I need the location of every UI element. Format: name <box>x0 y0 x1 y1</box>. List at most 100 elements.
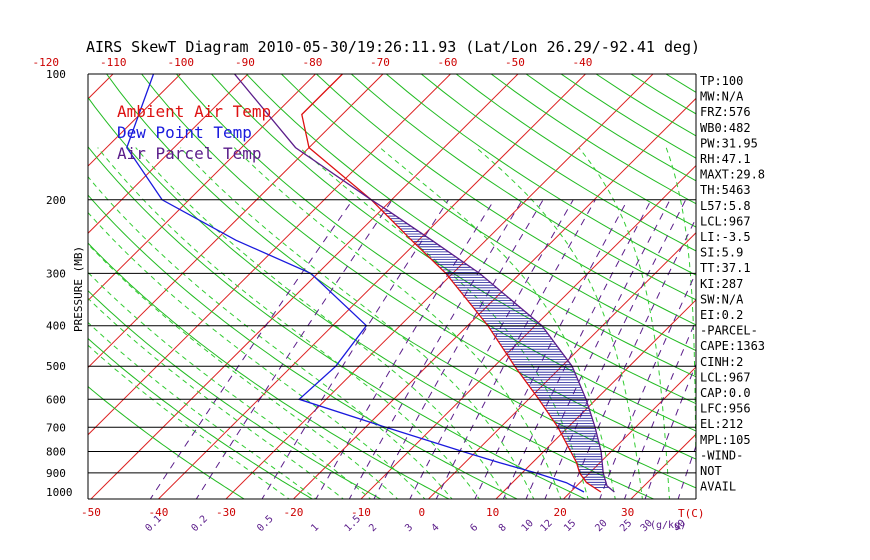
index-entry: RH:47.1 <box>700 152 751 166</box>
isotherm-line <box>0 55 65 509</box>
mixing-ratio-tick-label: 1 <box>309 522 321 534</box>
dry-adiabat-line <box>455 74 696 228</box>
legend-parcel: Air Parcel Temp <box>117 144 262 163</box>
top-temp-tick-label: -110 <box>100 56 127 69</box>
isotherm-line <box>360 164 696 499</box>
dry-adiabat-line <box>665 74 696 93</box>
isotherm-line <box>427 232 696 499</box>
index-entry: CINH:2 <box>700 355 743 369</box>
pressure-tick-label: 200 <box>46 194 66 207</box>
pressure-tick-label: 1000 <box>46 486 73 499</box>
mixing-ratio-line <box>348 199 523 499</box>
isotherm-line <box>88 74 182 167</box>
mixing-ratio-line <box>373 199 544 499</box>
top-temp-tick-label: -100 <box>168 56 195 69</box>
top-temp-tick-label: -70 <box>370 56 390 69</box>
top-temp-tick-label: -80 <box>303 56 323 69</box>
mixing-ratio-line <box>149 199 354 499</box>
dry-adiabat-line <box>88 242 450 499</box>
bottom-temp-tick-label: -50 <box>81 506 101 519</box>
chart-title: AIRS SkewT Diagram 2010-05-30/19:26:11.9… <box>86 38 700 56</box>
index-entry: NOT <box>700 464 722 478</box>
dry-adiabat-line <box>350 74 696 301</box>
moist-adiabat-line <box>88 344 290 499</box>
mixing-ratio-tick-label: 20 <box>593 518 609 534</box>
pressure-tick-label: 600 <box>46 393 66 406</box>
moist-adiabat-line <box>88 243 399 499</box>
mixing-ratio-line <box>474 199 629 499</box>
index-entry: L57:5.8 <box>700 199 751 213</box>
index-entry: MW:N/A <box>700 90 744 104</box>
pressure-tick-label: 800 <box>46 446 66 459</box>
dry-adiabat-line <box>88 385 246 499</box>
bottom-temp-tick-label: -30 <box>216 506 236 519</box>
mixing-ratio-tick-label: 12 <box>538 518 554 534</box>
index-entry: -WIND- <box>700 448 743 462</box>
mixing-ratio-tick-label: 8 <box>497 522 509 534</box>
isotherm-line <box>88 74 452 436</box>
pressure-tick-label: 300 <box>46 267 66 280</box>
index-entry: TT:37.1 <box>700 261 751 275</box>
isotherm-line <box>88 74 317 302</box>
moist-adiabat-line <box>88 211 426 499</box>
dry-adiabat-line <box>281 74 696 352</box>
mixing-ratio-tick-label: 4 <box>430 522 442 534</box>
mixing-ratio-line <box>261 199 449 499</box>
profile-line <box>126 74 585 493</box>
mixing-ratio-line <box>544 199 687 499</box>
y-axis-label: PRESSURE (MB) <box>72 246 85 332</box>
pressure-tick-label: 700 <box>46 421 66 434</box>
index-entry: MAXT:29.8 <box>700 168 765 182</box>
legend-ambient: Ambient Air Temp <box>117 102 271 121</box>
index-entry: EL:212 <box>700 417 743 431</box>
top-temp-tick-label: -120 <box>33 56 60 69</box>
legend: Ambient Air Temp Dew Point Temp Air Parc… <box>117 102 271 163</box>
isotherm-line <box>562 366 696 499</box>
index-entry: SW:N/A <box>700 292 744 306</box>
index-entry: WB0:482 <box>700 121 751 135</box>
bottom-temp-tick-label: 10 <box>486 506 499 519</box>
index-entry: FRZ:576 <box>700 105 751 119</box>
top-temp-tick-label: -40 <box>573 56 593 69</box>
bottom-temp-tick-label: 30 <box>621 506 634 519</box>
index-entry: LFC:956 <box>700 402 751 416</box>
pressure-tick-label: 100 <box>46 68 66 81</box>
dry-adiabat-line <box>88 290 382 499</box>
isotherm-line <box>823 55 870 509</box>
index-entry: CAPE:1363 <box>700 339 765 353</box>
bottom-temp-tick-label: 20 <box>554 506 567 519</box>
moist-adiabat-line <box>379 147 616 499</box>
dry-adiabat-line <box>211 74 696 405</box>
dry-adiabat-line <box>525 74 696 182</box>
dry-adiabat-line <box>88 194 519 499</box>
moist-adiabat-line <box>97 147 480 499</box>
mixing-ratio-tick-label: 0.5 <box>255 514 276 535</box>
bottom-temp-tick-label: -40 <box>149 506 169 519</box>
mixing-ratio-tick-label: 25 <box>618 518 634 534</box>
index-entry: KI:287 <box>700 277 743 291</box>
index-entry: LI:-3.5 <box>700 230 751 244</box>
dry-adiabat-line <box>841 74 870 501</box>
index-entry: MPL:105 <box>700 433 751 447</box>
index-entry: PW:31.95 <box>700 136 758 150</box>
isotherm-line <box>88 74 249 234</box>
index-entry: SI:5.9 <box>700 246 743 260</box>
moist-adiabat-line <box>88 176 453 499</box>
dry-adiabat-line <box>246 74 696 378</box>
dry-adiabat-line <box>141 74 696 460</box>
isotherm-line <box>756 55 870 509</box>
mixing-ratio-tick-label: 0.2 <box>189 514 210 535</box>
index-entry: AVAIL <box>700 480 736 494</box>
dry-adiabat-line <box>771 74 870 501</box>
isotherm-line <box>225 74 654 499</box>
pressure-tick-label: 400 <box>46 320 66 333</box>
top-temp-tick-label: -60 <box>438 56 458 69</box>
x-axis-label: T(C) <box>678 507 705 520</box>
dry-adiabat-line <box>385 74 696 276</box>
mixing-ratio-unit: (g/kg) <box>650 520 686 531</box>
bottom-temp-tick-label: -10 <box>351 506 371 519</box>
top-temp-tick-label: -50 <box>505 56 525 69</box>
